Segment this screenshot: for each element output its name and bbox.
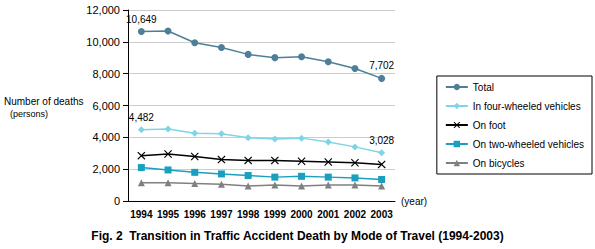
svg-text:Fig. 2 Transition in Traffic: Fig. 2 Transition in Traffic Accident De…	[91, 229, 503, 243]
svg-text:10,000: 10,000	[86, 36, 120, 48]
svg-text:4,482: 4,482	[129, 112, 154, 123]
svg-text:(year): (year)	[401, 196, 427, 207]
svg-text:On two-wheeled vehicles: On two-wheeled vehicles	[473, 139, 584, 150]
svg-text:4,000: 4,000	[92, 131, 120, 143]
svg-text:2000: 2000	[290, 209, 313, 220]
svg-text:(persons): (persons)	[10, 109, 48, 119]
svg-text:In four-wheeled vehicles: In four-wheeled vehicles	[473, 101, 581, 112]
svg-text:1998: 1998	[237, 209, 260, 220]
svg-text:6,000: 6,000	[92, 100, 120, 112]
svg-text:1994: 1994	[130, 209, 153, 220]
svg-text:1996: 1996	[184, 209, 207, 220]
svg-text:10,649: 10,649	[126, 14, 157, 25]
svg-text:8,000: 8,000	[92, 68, 120, 80]
svg-text:On bicycles: On bicycles	[473, 158, 525, 169]
svg-text:0: 0	[114, 195, 120, 207]
svg-text:Total: Total	[473, 82, 494, 93]
svg-text:2002: 2002	[344, 209, 367, 220]
svg-text:2003: 2003	[371, 209, 394, 220]
svg-text:2001: 2001	[317, 209, 340, 220]
svg-text:2,000: 2,000	[92, 163, 120, 175]
svg-text:1995: 1995	[157, 209, 180, 220]
svg-text:1997: 1997	[210, 209, 233, 220]
svg-text:7,702: 7,702	[369, 60, 394, 71]
svg-text:12,000: 12,000	[86, 4, 120, 16]
svg-text:1999: 1999	[264, 209, 287, 220]
svg-text:3,028: 3,028	[369, 135, 394, 146]
svg-text:Number of deaths: Number of deaths	[4, 96, 84, 107]
svg-text:On foot: On foot	[473, 120, 506, 131]
